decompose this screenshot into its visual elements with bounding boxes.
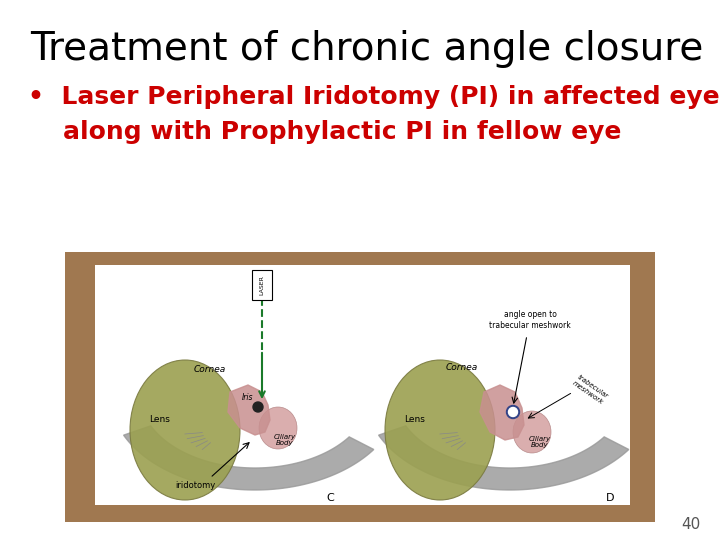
Bar <box>65 252 655 522</box>
Text: iridotomy: iridotomy <box>175 481 215 489</box>
Circle shape <box>508 408 518 416</box>
Ellipse shape <box>385 360 495 500</box>
Text: C: C <box>326 493 334 503</box>
Text: Ciliary
Body: Ciliary Body <box>529 435 551 449</box>
Polygon shape <box>124 426 374 490</box>
Text: •  Laser Peripheral Iridotomy (PI) in affected eye: • Laser Peripheral Iridotomy (PI) in aff… <box>28 85 719 109</box>
Ellipse shape <box>513 411 551 453</box>
Text: along with Prophylactic PI in fellow eye: along with Prophylactic PI in fellow eye <box>28 120 621 144</box>
Text: angle open to
trabecular meshwork: angle open to trabecular meshwork <box>489 310 571 330</box>
Text: 40: 40 <box>680 517 700 532</box>
Text: Ciliary
Body: Ciliary Body <box>274 434 296 447</box>
Bar <box>252 270 272 300</box>
Circle shape <box>253 402 263 412</box>
Polygon shape <box>379 426 629 490</box>
Polygon shape <box>480 385 524 440</box>
Text: Iris: Iris <box>242 393 253 402</box>
Ellipse shape <box>130 360 240 500</box>
Bar <box>95 265 630 505</box>
Text: trabecular
meshwork: trabecular meshwork <box>572 374 608 406</box>
Text: Cornea: Cornea <box>194 366 226 375</box>
Text: Lens: Lens <box>405 415 426 424</box>
Polygon shape <box>228 385 270 435</box>
Text: LASER: LASER <box>259 275 264 295</box>
Text: Treatment of chronic angle closure: Treatment of chronic angle closure <box>30 30 703 68</box>
Text: Cornea: Cornea <box>446 363 478 373</box>
Ellipse shape <box>259 407 297 449</box>
Text: D: D <box>606 493 614 503</box>
Text: Lens: Lens <box>150 415 171 424</box>
Circle shape <box>506 406 520 419</box>
